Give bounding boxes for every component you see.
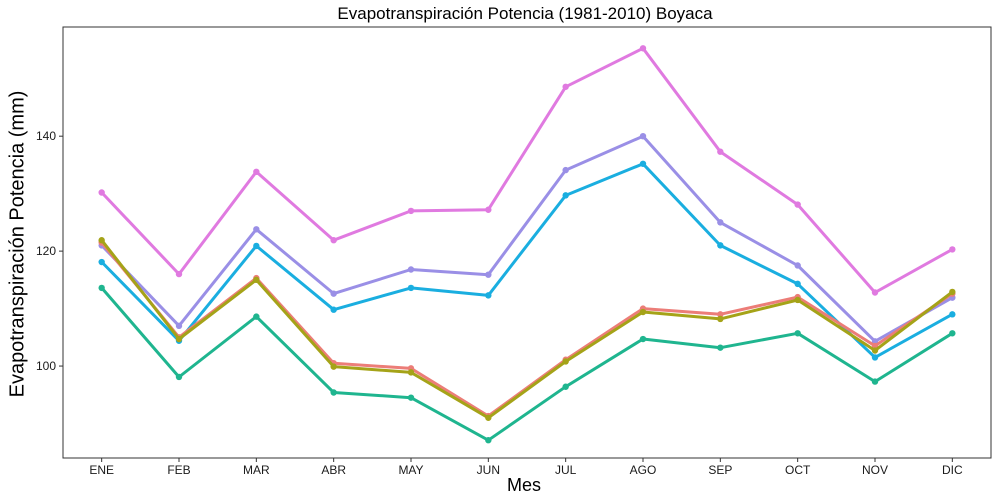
data-point	[562, 192, 569, 199]
series-line	[100, 46, 954, 294]
series-line	[100, 238, 954, 420]
data-point	[949, 246, 956, 253]
data-point	[485, 292, 492, 299]
data-point	[717, 344, 724, 351]
data-point	[98, 189, 105, 196]
x-tick-label: AGO	[630, 463, 657, 477]
data-point	[330, 363, 337, 370]
data-point	[794, 296, 801, 304]
data-point	[407, 266, 415, 273]
data-point	[485, 414, 492, 421]
x-tick-label: MAR	[243, 463, 270, 477]
data-point	[330, 389, 337, 396]
data-point	[407, 207, 415, 215]
series-6	[98, 284, 956, 444]
data-point	[407, 284, 415, 292]
x-tick-label: ENE	[89, 463, 114, 477]
data-point	[717, 219, 724, 226]
data-point	[639, 45, 647, 52]
y-tick-label: 100	[36, 359, 56, 373]
data-point	[949, 311, 956, 318]
x-tick-label: ABR	[321, 463, 346, 477]
data-point	[562, 83, 569, 90]
data-point	[562, 358, 569, 365]
data-point	[794, 280, 801, 288]
data-point	[794, 262, 801, 269]
data-point	[639, 308, 647, 316]
x-tick-label: MAY	[398, 463, 423, 477]
data-point	[485, 436, 492, 444]
x-tick-label: FEB	[167, 463, 190, 477]
x-tick-label: SEP	[708, 463, 732, 477]
data-point	[98, 258, 105, 266]
data-point	[330, 290, 337, 297]
data-point	[485, 206, 492, 213]
series-1	[98, 45, 956, 296]
data-point	[717, 311, 724, 318]
data-point	[253, 313, 260, 320]
data-point	[485, 271, 492, 278]
y-tick-label: 120	[36, 244, 56, 258]
data-point	[253, 242, 260, 250]
series-5	[98, 237, 956, 421]
x-axis-label: Mes	[506, 475, 542, 495]
data-point	[639, 160, 647, 167]
data-point	[717, 148, 724, 155]
data-point	[330, 237, 337, 244]
data-point	[407, 369, 415, 376]
x-tick-label: DIC	[942, 463, 963, 477]
x-tick-label: OCT	[785, 463, 811, 477]
data-point	[871, 354, 879, 361]
data-point	[175, 373, 183, 381]
series-line	[100, 286, 954, 442]
data-point	[794, 201, 801, 208]
data-point	[175, 322, 183, 330]
data-point	[639, 335, 647, 343]
series-line	[100, 162, 954, 359]
x-tick-label: JUL	[555, 463, 577, 477]
data-point	[871, 378, 879, 385]
data-point	[949, 330, 956, 337]
data-point	[98, 284, 105, 292]
data-point	[175, 335, 183, 343]
data-point	[175, 270, 183, 278]
y-tick-label: 140	[36, 129, 56, 143]
data-point	[253, 226, 260, 233]
y-axis: 100 120 140	[36, 129, 63, 373]
data-point	[330, 306, 337, 313]
data-point	[871, 338, 879, 345]
data-point	[253, 276, 260, 284]
data-point	[717, 315, 724, 323]
data-point	[639, 132, 647, 140]
x-tick-label: JUN	[477, 463, 500, 477]
series-line	[100, 134, 954, 343]
data-point	[407, 394, 415, 401]
chart-title: Evapotranspiración Potencia (1981-2010) …	[337, 4, 713, 23]
data-point	[253, 168, 260, 176]
data-point	[871, 289, 879, 296]
data-point	[949, 288, 956, 296]
data-point	[717, 242, 724, 249]
series-group	[98, 45, 956, 444]
data-point	[871, 347, 879, 354]
x-axis: ENE FEB MAR ABR MAY JUN JUL AGO SEP OCT NOV DIC	[89, 458, 963, 477]
data-point	[98, 237, 105, 244]
data-point	[794, 330, 801, 337]
x-tick-label: NOV	[862, 463, 888, 477]
data-point	[562, 166, 569, 174]
data-point	[562, 383, 569, 390]
